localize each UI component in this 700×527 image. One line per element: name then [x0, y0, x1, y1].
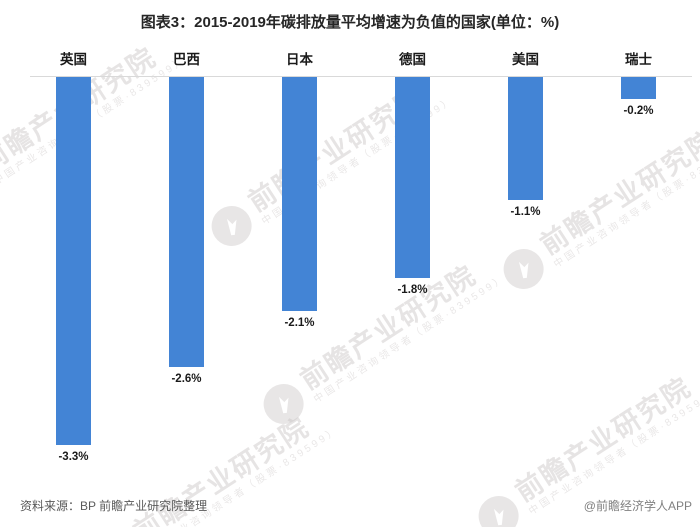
bar [395, 77, 430, 278]
bar [56, 77, 91, 445]
category-label: 美国 [512, 52, 539, 67]
value-label: -1.1% [510, 206, 541, 218]
value-label: -0.2% [623, 105, 654, 117]
category-label: 巴西 [173, 52, 200, 67]
bar [282, 77, 317, 311]
x-axis-baseline [30, 76, 692, 77]
category-label: 德国 [399, 52, 426, 67]
category-label: 瑞士 [625, 52, 652, 67]
credit-note: @前瞻经济学人APP [583, 499, 692, 513]
bar [621, 77, 656, 99]
value-label: -1.8% [397, 284, 428, 296]
value-label: -2.1% [284, 317, 315, 329]
bar [169, 77, 204, 367]
source-note: 资料来源：BP 前瞻产业研究院整理 [20, 499, 208, 513]
chart-title: 图表3：2015-2019年碳排放量平均增速为负值的国家(单位：%) [140, 14, 560, 31]
category-label: 英国 [60, 52, 87, 67]
value-label: -3.3% [58, 451, 89, 463]
category-label: 日本 [286, 52, 313, 67]
value-label: -2.6% [171, 373, 202, 385]
bar [508, 77, 543, 200]
